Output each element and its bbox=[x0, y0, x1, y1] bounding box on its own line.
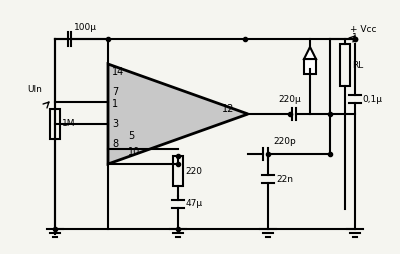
Text: 3: 3 bbox=[112, 119, 118, 129]
Text: 220μ: 220μ bbox=[278, 96, 301, 104]
Text: 1: 1 bbox=[112, 99, 118, 109]
Text: 10: 10 bbox=[128, 147, 140, 157]
Polygon shape bbox=[304, 47, 316, 59]
Polygon shape bbox=[108, 64, 248, 164]
Text: 8: 8 bbox=[112, 139, 118, 149]
Text: 100μ: 100μ bbox=[74, 24, 97, 33]
Bar bbox=[173, 156, 183, 186]
Text: 220p: 220p bbox=[273, 137, 296, 147]
Bar bbox=[340, 44, 350, 86]
Text: 12: 12 bbox=[222, 104, 234, 114]
Text: 1M: 1M bbox=[62, 119, 76, 129]
Text: 7: 7 bbox=[112, 87, 118, 97]
Text: 5: 5 bbox=[128, 131, 134, 141]
Text: RL: RL bbox=[352, 60, 363, 70]
Text: 0,1μ: 0,1μ bbox=[362, 94, 382, 103]
Text: UIn: UIn bbox=[27, 86, 42, 94]
FancyBboxPatch shape bbox=[50, 109, 60, 139]
Text: 14: 14 bbox=[112, 67, 124, 77]
Bar bbox=[304, 59, 316, 74]
Text: 47μ: 47μ bbox=[186, 199, 203, 209]
Text: 1: 1 bbox=[352, 34, 358, 42]
Text: 22n: 22n bbox=[276, 174, 293, 183]
Text: + Vcc: + Vcc bbox=[350, 24, 376, 34]
Text: 220: 220 bbox=[185, 167, 202, 176]
